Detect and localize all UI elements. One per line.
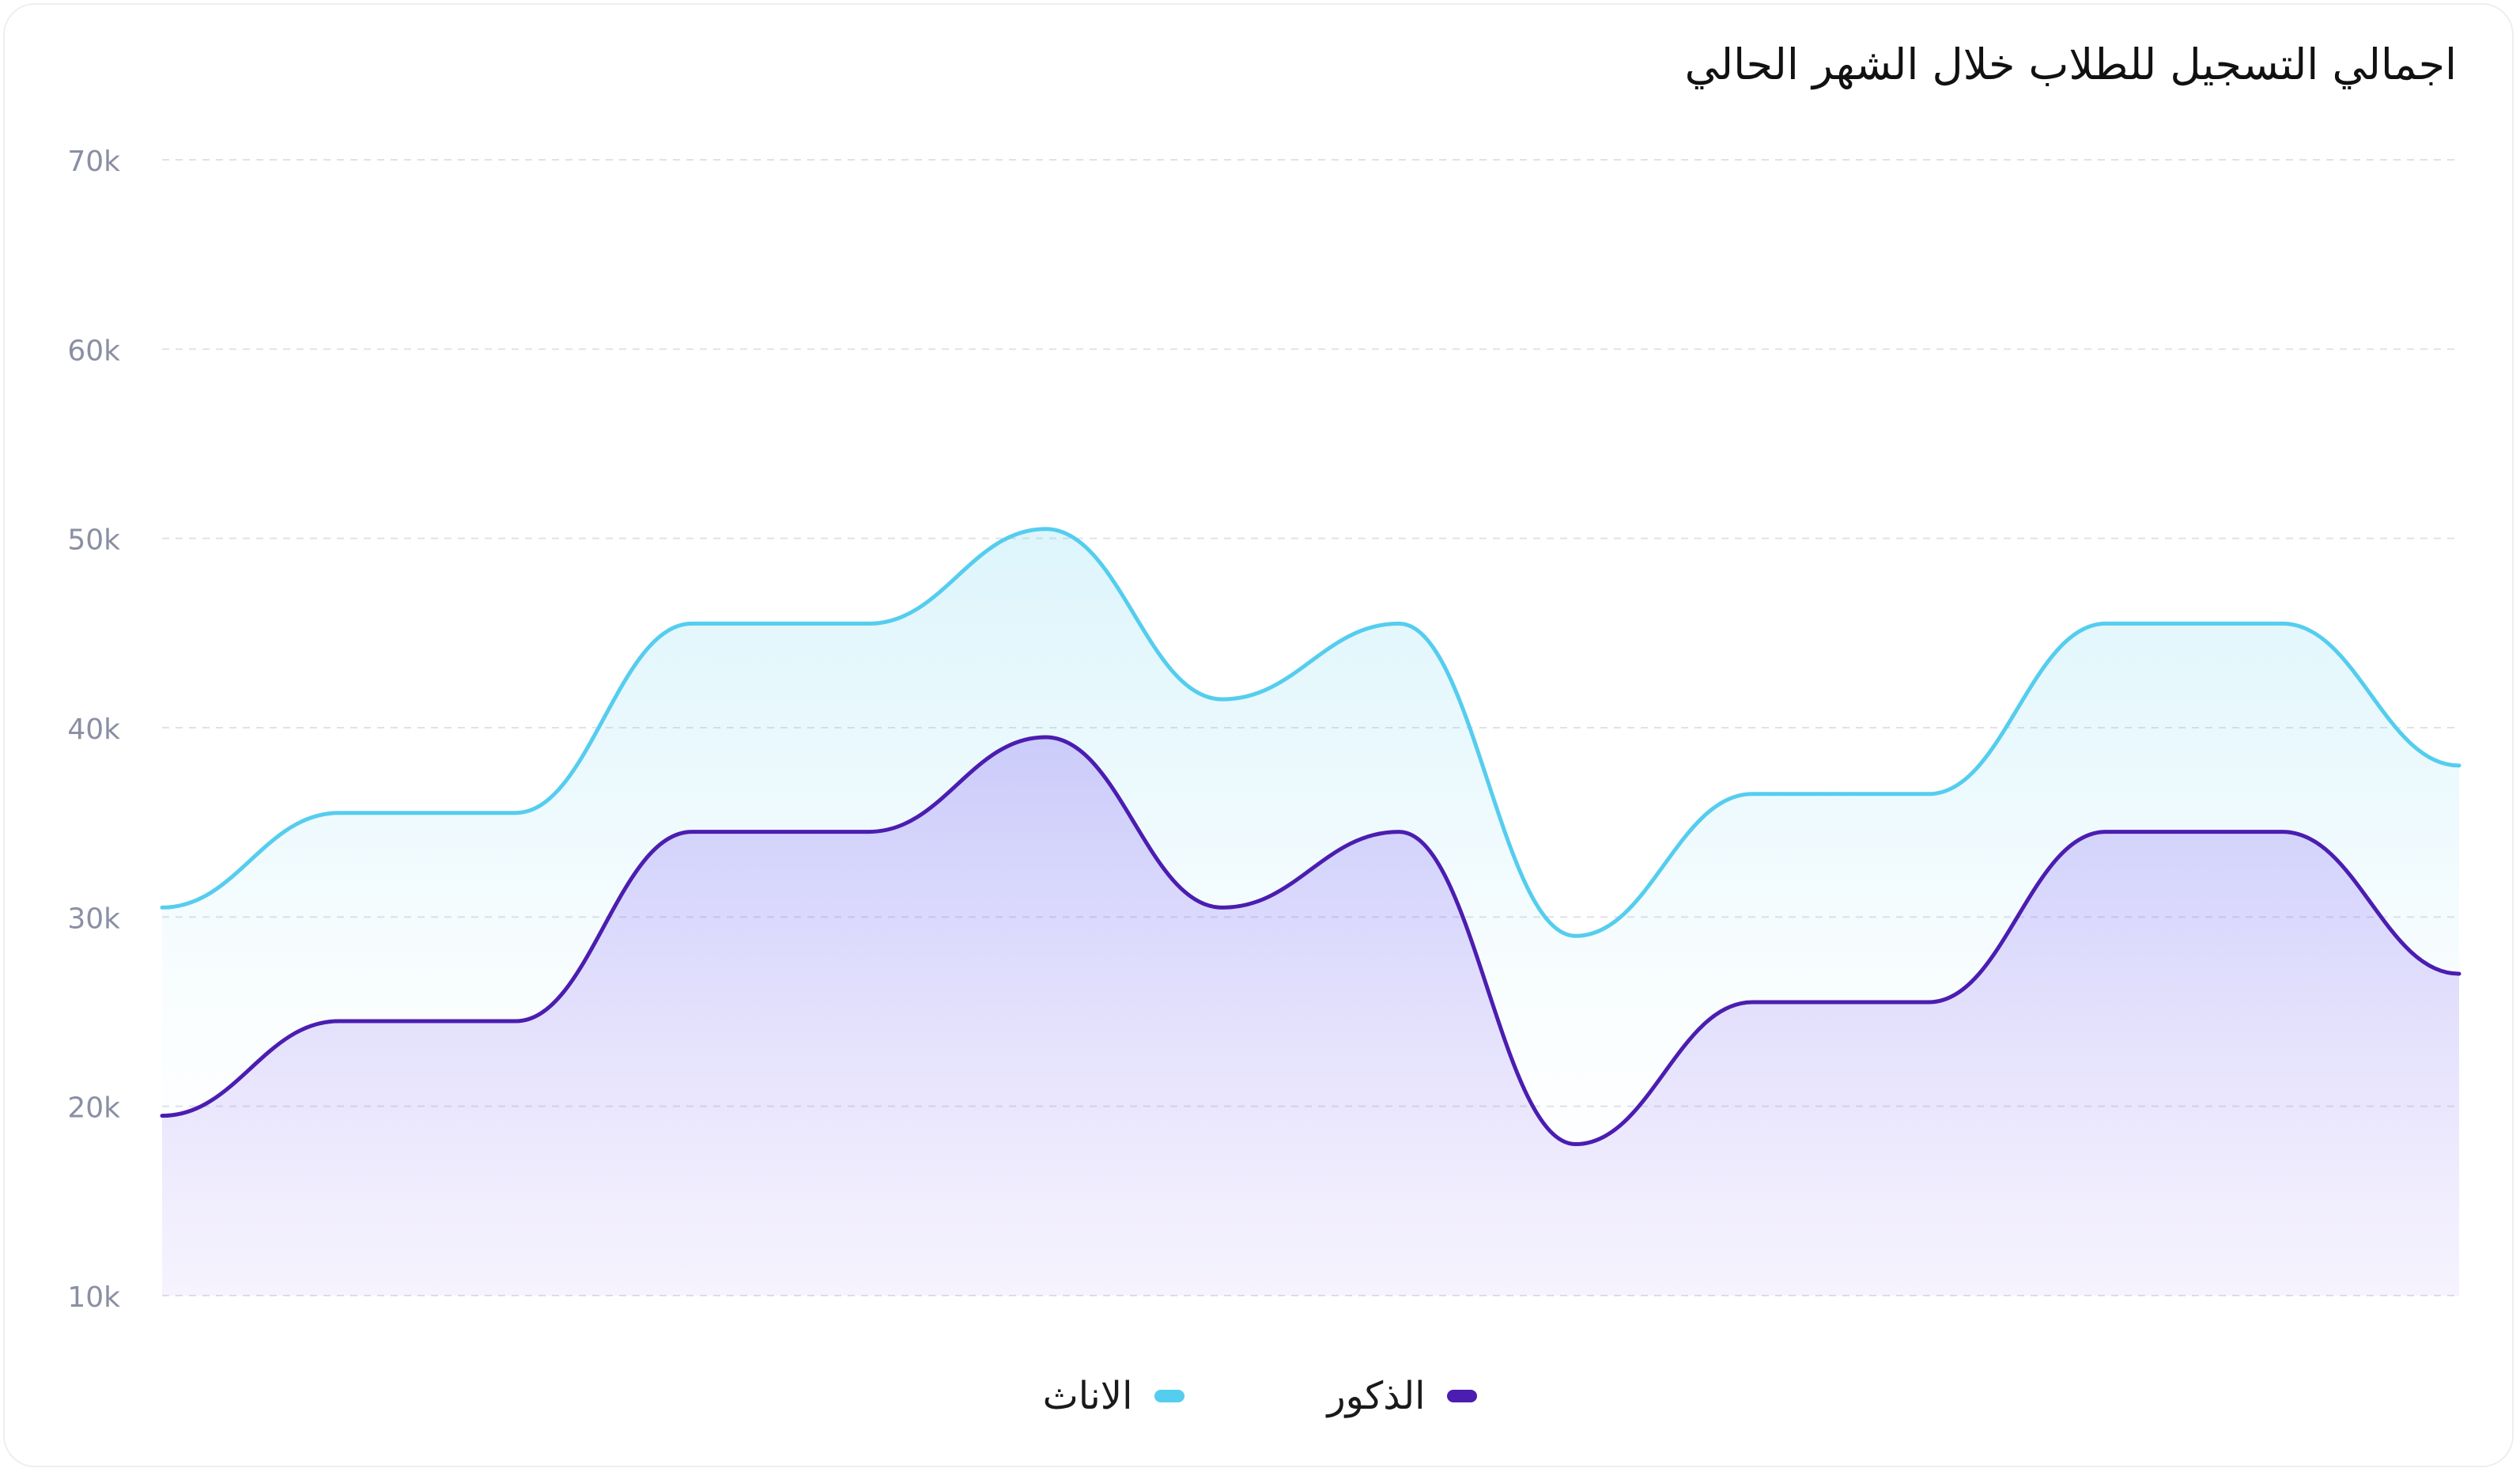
y-tick-label: 50k — [67, 524, 120, 557]
y-tick-label: 30k — [67, 902, 120, 935]
y-tick-label: 20k — [67, 1092, 120, 1125]
data-point-male[interactable] — [1568, 1137, 1584, 1152]
area-fill-male — [162, 737, 2459, 1296]
data-point-female[interactable] — [1037, 521, 1053, 537]
y-tick-label: 70k — [67, 146, 120, 178]
y-tick-label: 60k — [67, 335, 120, 367]
series-line-male[interactable] — [160, 735, 2461, 1146]
data-point-female[interactable] — [2275, 615, 2291, 631]
legend-label-male: الذكور — [1327, 1374, 1426, 1418]
data-point-male[interactable] — [1037, 729, 1053, 745]
legend-item-female[interactable]: الاناث — [1043, 1374, 1185, 1418]
data-point-female[interactable] — [2451, 758, 2467, 774]
data-point-male[interactable] — [154, 1108, 170, 1124]
legend: الذكور الاناث — [0, 1372, 2520, 1420]
data-point-female[interactable] — [1921, 786, 1937, 802]
data-point-male[interactable] — [684, 824, 700, 840]
data-point-male[interactable] — [1215, 899, 1230, 915]
data-point-male[interactable] — [2098, 824, 2114, 840]
data-point-female[interactable] — [1744, 786, 1760, 802]
series-line-female[interactable] — [160, 527, 2461, 938]
data-point-female[interactable] — [1215, 691, 1230, 707]
legend-item-male[interactable]: الذكور — [1327, 1374, 1478, 1418]
data-point-male[interactable] — [2275, 824, 2291, 840]
data-point-male[interactable] — [2451, 966, 2467, 982]
chart-title: اجمالي التسجيل للطلاب خلال الشهر الحالي — [1684, 40, 2457, 89]
legend-swatch-male — [1447, 1390, 1478, 1402]
data-point-male[interactable] — [331, 1013, 346, 1029]
data-point-male[interactable] — [1744, 994, 1760, 1010]
y-tick-label: 40k — [67, 713, 120, 746]
data-point-female[interactable] — [331, 805, 346, 821]
data-point-female[interactable] — [1391, 615, 1407, 631]
area-fills — [162, 528, 2459, 1296]
series-lines — [154, 521, 2467, 1152]
data-point-female[interactable] — [154, 899, 170, 915]
data-point-female[interactable] — [2098, 615, 2114, 631]
data-point-male[interactable] — [1391, 824, 1407, 840]
legend-swatch-female — [1154, 1390, 1185, 1402]
data-point-female[interactable] — [508, 805, 523, 821]
data-point-female[interactable] — [684, 615, 700, 631]
data-point-female[interactable] — [861, 615, 877, 631]
data-point-male[interactable] — [508, 1013, 523, 1029]
data-point-male[interactable] — [1921, 994, 1937, 1010]
y-tick-label: 10k — [67, 1281, 120, 1314]
legend-label-female: الاناث — [1042, 1374, 1133, 1418]
data-point-female[interactable] — [1568, 928, 1584, 944]
y-axis-ticks: 10k 20k 30k 40k 50k 60k 70k — [67, 146, 120, 1314]
data-point-male[interactable] — [861, 824, 877, 840]
